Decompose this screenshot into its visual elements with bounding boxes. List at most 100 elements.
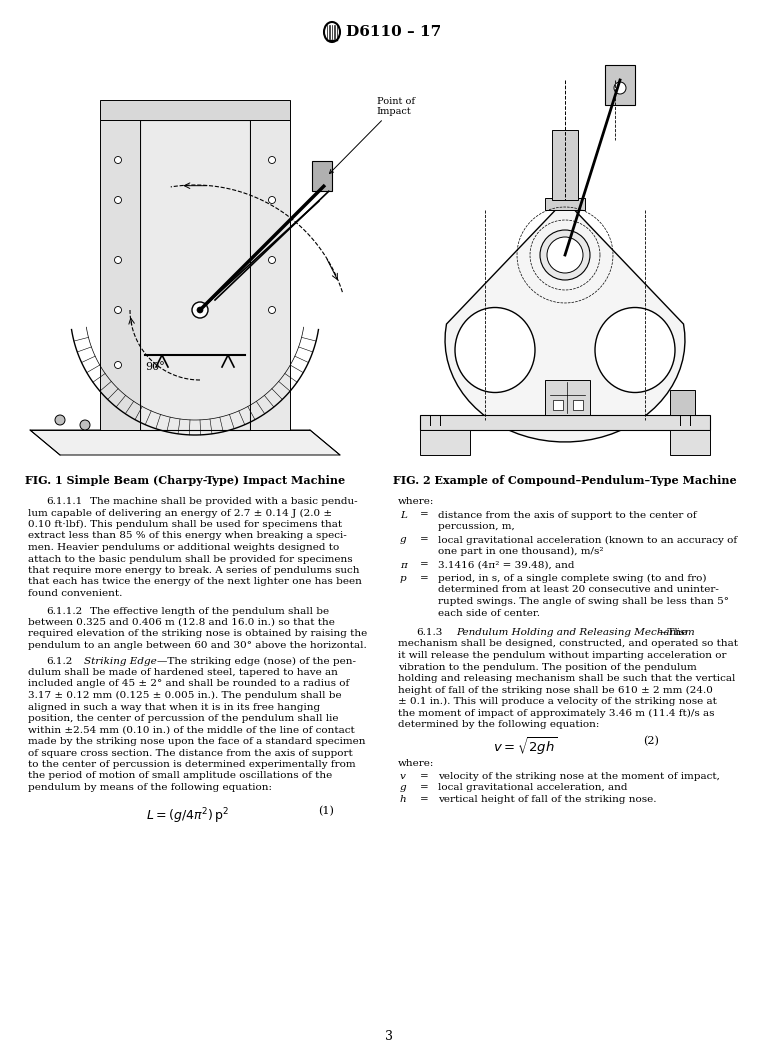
Text: each side of center.: each side of center. — [438, 609, 540, 617]
Polygon shape — [30, 430, 340, 455]
Circle shape — [614, 82, 626, 94]
Text: =: = — [420, 784, 429, 792]
Polygon shape — [545, 380, 590, 415]
Text: where:: where: — [398, 759, 434, 767]
Text: distance from the axis of support to the center of: distance from the axis of support to the… — [438, 510, 696, 519]
Text: =: = — [420, 795, 429, 804]
Circle shape — [192, 302, 208, 318]
Text: 3.17 ± 0.12 mm (0.125 ± 0.005 in.). The pendulum shall be: 3.17 ± 0.12 mm (0.125 ± 0.005 in.). The … — [28, 691, 342, 701]
Text: determined from at least 20 consecutive and uninter-: determined from at least 20 consecutive … — [438, 585, 719, 594]
Text: (2): (2) — [643, 736, 659, 745]
Polygon shape — [420, 430, 470, 455]
Text: =: = — [420, 535, 429, 544]
Circle shape — [80, 420, 90, 430]
Text: that require more energy to break. A series of pendulums such: that require more energy to break. A ser… — [28, 566, 359, 575]
Text: 3: 3 — [385, 1030, 393, 1041]
Text: g: g — [400, 535, 407, 544]
Text: the period of motion of small amplitude oscillations of the: the period of motion of small amplitude … — [28, 771, 332, 781]
Text: it will release the pendulum without imparting acceleration or: it will release the pendulum without imp… — [398, 651, 727, 660]
Polygon shape — [605, 65, 635, 105]
Text: where:: where: — [398, 497, 434, 506]
Text: mechanism shall be designed, constructed, and operated so that: mechanism shall be designed, constructed… — [398, 639, 738, 649]
Text: The effective length of the pendulum shall be: The effective length of the pendulum sha… — [90, 607, 329, 615]
Text: FIG. 1 Simple Beam (Charpy-Type) Impact Machine: FIG. 1 Simple Beam (Charpy-Type) Impact … — [25, 475, 345, 486]
Text: —The: —The — [658, 628, 689, 637]
Text: percussion, m,: percussion, m, — [438, 522, 515, 531]
Ellipse shape — [595, 307, 675, 392]
Polygon shape — [553, 400, 563, 410]
Circle shape — [114, 197, 121, 203]
Text: lum capable of delivering an energy of 2.7 ± 0.14 J (2.0 ±: lum capable of delivering an energy of 2… — [28, 508, 332, 517]
Text: 0.10 ft·lbf). This pendulum shall be used for specimens that: 0.10 ft·lbf). This pendulum shall be use… — [28, 520, 342, 529]
Text: rupted swings. The angle of swing shall be less than 5°: rupted swings. The angle of swing shall … — [438, 596, 729, 606]
Circle shape — [268, 256, 275, 263]
Polygon shape — [140, 120, 250, 430]
Circle shape — [547, 237, 583, 273]
Text: FIG. 2 Example of Compound–Pendulum–Type Machine: FIG. 2 Example of Compound–Pendulum–Type… — [393, 475, 737, 486]
Circle shape — [268, 197, 275, 203]
Text: L: L — [400, 510, 407, 519]
Polygon shape — [545, 198, 585, 210]
Polygon shape — [420, 415, 710, 430]
Text: 6.1.3: 6.1.3 — [416, 628, 443, 637]
Text: aligned in such a way that when it is in its free hanging: aligned in such a way that when it is in… — [28, 703, 320, 711]
Circle shape — [197, 307, 203, 313]
Text: g: g — [400, 784, 407, 792]
Circle shape — [114, 361, 121, 369]
Circle shape — [540, 230, 590, 280]
Text: determined by the following equation:: determined by the following equation: — [398, 720, 599, 729]
Circle shape — [55, 415, 65, 425]
Text: π: π — [400, 560, 407, 569]
Text: (1): (1) — [318, 806, 334, 816]
Polygon shape — [250, 120, 290, 430]
Text: required elevation of the striking nose is obtained by raising the: required elevation of the striking nose … — [28, 630, 367, 638]
Text: men. Heavier pendulums or additional weights designed to: men. Heavier pendulums or additional wei… — [28, 543, 339, 552]
Polygon shape — [100, 100, 290, 120]
Text: local gravitational acceleration, and: local gravitational acceleration, and — [438, 784, 628, 792]
Text: =: = — [420, 574, 429, 583]
Text: Pendulum Holding and Releasing Mechanism: Pendulum Holding and Releasing Mechanism — [456, 628, 695, 637]
Text: $v = \sqrt{2gh}$: $v = \sqrt{2gh}$ — [493, 736, 557, 758]
Circle shape — [114, 256, 121, 263]
Text: vertical height of fall of the striking nose.: vertical height of fall of the striking … — [438, 795, 657, 804]
Text: that each has twice the energy of the next lighter one has been: that each has twice the energy of the ne… — [28, 578, 362, 586]
Text: 6.1.1.2: 6.1.1.2 — [46, 607, 82, 615]
Text: The machine shall be provided with a basic pendu-: The machine shall be provided with a bas… — [90, 497, 358, 506]
Text: position, the center of percussion of the pendulum shall lie: position, the center of percussion of th… — [28, 714, 338, 723]
Text: h: h — [400, 795, 407, 804]
Text: pendulum by means of the following equation:: pendulum by means of the following equat… — [28, 783, 272, 792]
Text: within ±2.54 mm (0.10 in.) of the middle of the line of contact: within ±2.54 mm (0.10 in.) of the middle… — [28, 726, 355, 735]
Text: 6.1.1.1: 6.1.1.1 — [46, 497, 82, 506]
Text: extract less than 85 % of this energy when breaking a speci-: extract less than 85 % of this energy wh… — [28, 532, 347, 540]
Circle shape — [114, 156, 121, 163]
Polygon shape — [100, 120, 140, 430]
Text: period, in s, of a single complete swing (to and fro): period, in s, of a single complete swing… — [438, 574, 706, 583]
Text: to the center of percussion is determined experimentally from: to the center of percussion is determine… — [28, 760, 356, 769]
Polygon shape — [552, 130, 578, 200]
Text: =: = — [420, 772, 429, 781]
Text: D6110 – 17: D6110 – 17 — [346, 25, 441, 39]
Polygon shape — [312, 161, 331, 192]
Text: 6.1.2: 6.1.2 — [46, 657, 72, 665]
Text: one part in one thousand), m/s²: one part in one thousand), m/s² — [438, 547, 604, 556]
Circle shape — [114, 306, 121, 313]
Polygon shape — [445, 200, 685, 441]
Text: local gravitational acceleration (known to an accuracy of: local gravitational acceleration (known … — [438, 535, 737, 544]
Text: =: = — [420, 510, 429, 519]
Text: p: p — [400, 574, 407, 583]
Text: velocity of the striking nose at the moment of impact,: velocity of the striking nose at the mom… — [438, 772, 720, 781]
Text: attach to the basic pendulum shall be provided for specimens: attach to the basic pendulum shall be pr… — [28, 555, 352, 563]
Text: included angle of 45 ± 2° and shall be rounded to a radius of: included angle of 45 ± 2° and shall be r… — [28, 680, 349, 688]
Text: —The striking edge (nose) of the pen-: —The striking edge (nose) of the pen- — [157, 657, 356, 665]
Polygon shape — [670, 430, 710, 455]
Ellipse shape — [455, 307, 535, 392]
Text: made by the striking nose upon the face of a standard specimen: made by the striking nose upon the face … — [28, 737, 366, 746]
Text: $L = (g/4\pi^2)\,\mathrm{p}^2$: $L = (g/4\pi^2)\,\mathrm{p}^2$ — [146, 806, 229, 826]
Text: pendulum to an angle between 60 and 30° above the horizontal.: pendulum to an angle between 60 and 30° … — [28, 641, 366, 650]
Circle shape — [268, 156, 275, 163]
Text: found convenient.: found convenient. — [28, 589, 122, 598]
Text: Striking Edge: Striking Edge — [84, 657, 156, 665]
Text: dulum shall be made of hardened steel, tapered to have an: dulum shall be made of hardened steel, t… — [28, 668, 338, 677]
Polygon shape — [573, 400, 583, 410]
Text: v: v — [400, 772, 406, 781]
